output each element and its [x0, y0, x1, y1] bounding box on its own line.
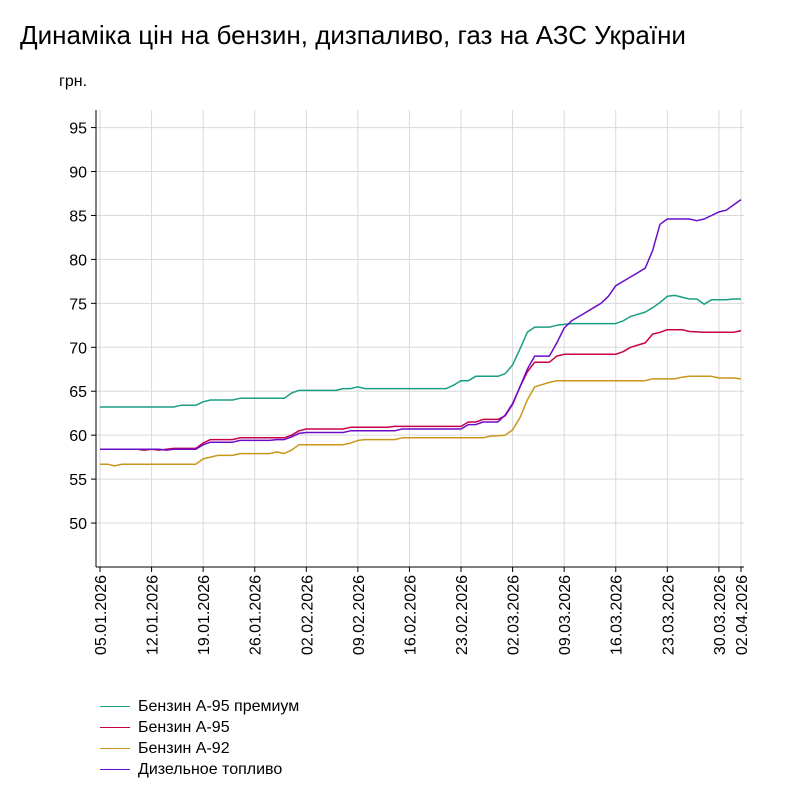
legend-swatch — [100, 769, 130, 770]
y-tick-label: 80 — [69, 252, 87, 269]
y-tick-label: 75 — [69, 296, 87, 313]
axes — [91, 110, 744, 572]
y-axis-unit-label: грн. — [59, 73, 87, 90]
x-tick-label: 05.01.2026 — [93, 575, 110, 655]
x-tick-label: 19.01.2026 — [196, 575, 213, 655]
chart-legend: Бензин А-95 премиум Бензин А-95 Бензин А-9… — [100, 696, 299, 780]
y-tick-label: 60 — [69, 428, 87, 445]
legend-label: Бензин А-95 — [138, 718, 230, 736]
legend-item: Дизельное топливо — [100, 759, 299, 780]
x-tick-label: 09.02.2026 — [351, 575, 368, 655]
y-tick-label: 70 — [69, 340, 87, 357]
grid-lines — [96, 110, 744, 567]
legend-label: Бензин А-92 — [138, 739, 230, 757]
legend-item: Бензин А-92 — [100, 738, 299, 759]
y-tick-label: 50 — [69, 516, 87, 533]
y-tick-label: 85 — [69, 208, 87, 225]
series-line — [100, 198, 742, 451]
legend-item: Бензин А-95 премиум — [100, 696, 299, 717]
legend-label: Бензин А-95 премиум — [138, 697, 300, 715]
x-tick-label: 23.03.2026 — [660, 575, 677, 655]
y-tick-labels: 50 55 60 65 70 75 80 85 90 95 — [69, 121, 87, 533]
legend-swatch — [100, 748, 130, 749]
chart-title: Динаміка цін на бензин, дизпаливо, газ н… — [20, 20, 686, 50]
x-tick-label: 09.03.2026 — [557, 575, 574, 655]
x-tick-label: 30.03.2026 — [712, 575, 729, 655]
x-tick-label: 16.03.2026 — [609, 575, 626, 655]
x-tick-label: 23.02.2026 — [454, 575, 471, 655]
series-line — [100, 328, 742, 451]
x-tick-label: 02.04.2026 — [734, 575, 751, 655]
y-tick-label: 90 — [69, 165, 87, 182]
x-tick-label: 02.02.2026 — [299, 575, 316, 655]
legend-label: Дизельное топливо — [138, 760, 283, 778]
series-lines — [100, 198, 742, 467]
y-tick-label: 65 — [69, 384, 87, 401]
x-tick-label: 02.03.2026 — [506, 575, 523, 655]
legend-swatch — [100, 706, 130, 707]
series-line — [100, 294, 741, 408]
y-tick-label: 95 — [69, 121, 87, 138]
legend-swatch — [100, 727, 130, 728]
legend-item: Бензин А-95 — [100, 717, 299, 738]
x-tick-label: 12.01.2026 — [145, 575, 162, 655]
x-tick-label: 26.01.2026 — [248, 575, 265, 655]
x-tick-label: 16.02.2026 — [402, 575, 419, 655]
y-tick-label: 55 — [69, 472, 87, 489]
line-chart: грн. 50 55 60 65 70 75 80 85 90 95 05.01.2026 12.0… — [59, 73, 751, 655]
x-tick-labels: 05.01.2026 12.01.2026 19.01.2026 26.01.2026… — [93, 575, 751, 655]
series-line — [100, 375, 742, 467]
